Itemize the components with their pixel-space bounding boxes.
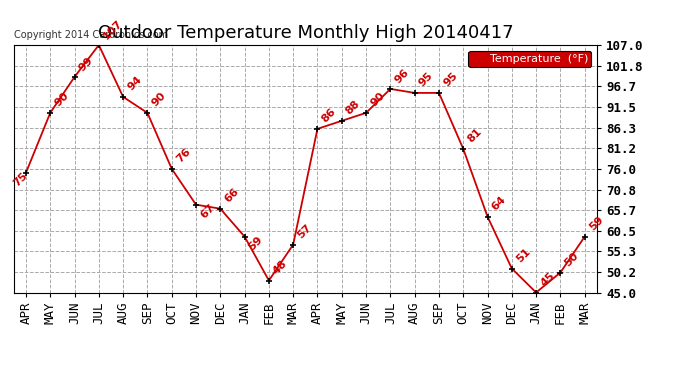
Text: 99: 99 (77, 55, 95, 73)
Text: 88: 88 (344, 99, 362, 117)
Text: 76: 76 (174, 147, 193, 165)
Text: 75: 75 (11, 171, 29, 189)
Text: 95: 95 (417, 71, 435, 89)
Text: 96: 96 (393, 67, 411, 85)
Text: 86: 86 (320, 107, 338, 125)
Text: 59: 59 (587, 214, 605, 232)
Text: 57: 57 (295, 223, 313, 241)
Text: 66: 66 (223, 186, 241, 205)
Text: 90: 90 (368, 91, 386, 109)
Text: 81: 81 (466, 127, 484, 145)
Text: 48: 48 (271, 258, 289, 276)
Text: 90: 90 (52, 91, 70, 109)
Text: 94: 94 (126, 75, 144, 93)
Text: 50: 50 (563, 251, 581, 268)
Text: Copyright 2014 Cardronics.com: Copyright 2014 Cardronics.com (14, 30, 168, 40)
Legend: Temperature  (°F): Temperature (°F) (469, 51, 591, 67)
Text: 45: 45 (539, 270, 557, 288)
Text: 90: 90 (150, 91, 168, 109)
Text: 64: 64 (490, 195, 508, 213)
Text: 67: 67 (199, 202, 217, 220)
Text: 95: 95 (442, 71, 460, 89)
Text: 51: 51 (514, 247, 532, 264)
Text: 59: 59 (247, 234, 265, 253)
Text: 107: 107 (101, 18, 125, 41)
Title: Outdoor Temperature Monthly High 20140417: Outdoor Temperature Monthly High 2014041… (97, 24, 513, 42)
